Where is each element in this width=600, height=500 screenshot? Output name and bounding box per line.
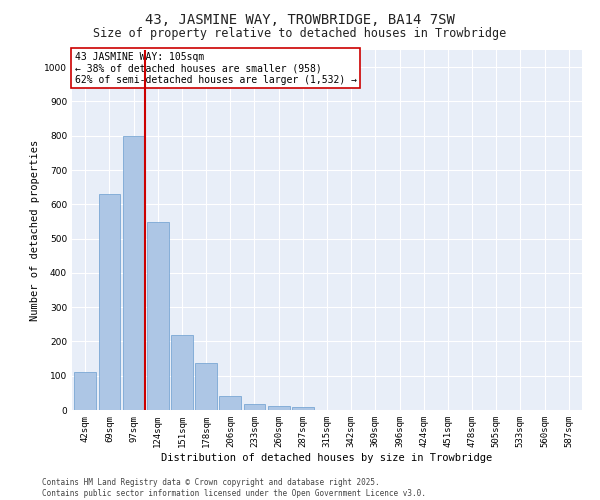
Bar [220, 396, 241, 410]
Y-axis label: Number of detached properties: Number of detached properties [30, 140, 40, 320]
Bar [292, 408, 314, 410]
Bar [74, 372, 96, 410]
Text: Size of property relative to detached houses in Trowbridge: Size of property relative to detached ho… [94, 28, 506, 40]
Bar [123, 136, 145, 410]
Bar [147, 222, 169, 410]
X-axis label: Distribution of detached houses by size in Trowbridge: Distribution of detached houses by size … [161, 452, 493, 462]
Bar [268, 406, 290, 410]
Bar [244, 404, 265, 410]
Bar [98, 194, 121, 410]
Text: 43, JASMINE WAY, TROWBRIDGE, BA14 7SW: 43, JASMINE WAY, TROWBRIDGE, BA14 7SW [145, 12, 455, 26]
Bar [195, 362, 217, 410]
Text: Contains HM Land Registry data © Crown copyright and database right 2025.
Contai: Contains HM Land Registry data © Crown c… [42, 478, 426, 498]
Bar [171, 334, 193, 410]
Text: 43 JASMINE WAY: 105sqm
← 38% of detached houses are smaller (958)
62% of semi-de: 43 JASMINE WAY: 105sqm ← 38% of detached… [74, 52, 356, 85]
